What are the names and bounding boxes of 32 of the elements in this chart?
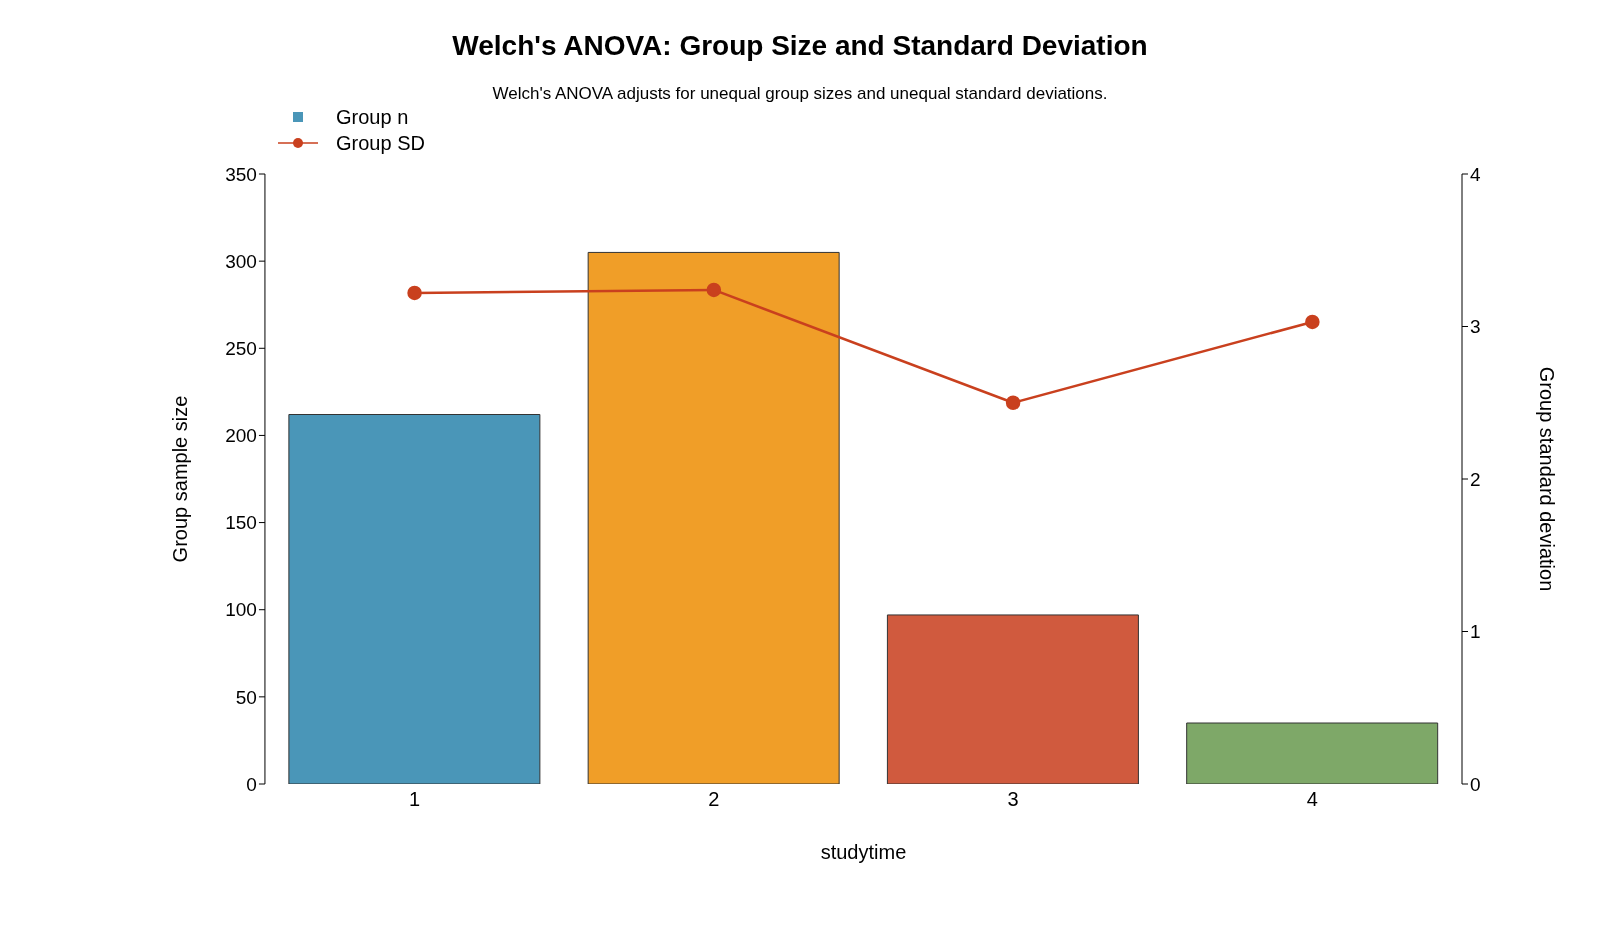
y-tick-label: 100: [225, 599, 257, 621]
y-tick-label: 250: [225, 338, 257, 360]
y2-tick-label: 2: [1470, 468, 1481, 490]
point: [407, 285, 422, 301]
point: [1305, 314, 1320, 330]
y-tick-label: 300: [225, 250, 257, 272]
x-axis-title: studytime: [820, 841, 907, 863]
y2-tick-label: 4: [1470, 163, 1481, 185]
legend-label: Group n: [336, 105, 409, 129]
bar: [288, 414, 541, 784]
bar: [587, 251, 840, 784]
y2-tick-label: 1: [1470, 621, 1481, 643]
chart-title: Welch's ANOVA: Group Size and Standard Deviation: [451, 30, 1149, 62]
y-axis-title: Group sample size: [169, 395, 192, 563]
bar: [886, 614, 1139, 784]
y-tick-label: 0: [246, 773, 257, 795]
legend-label: Group SD: [336, 131, 425, 155]
x-tick-label: 3: [1007, 788, 1019, 811]
y2-tick-label: 3: [1470, 316, 1481, 338]
y-tick-label: 200: [225, 425, 257, 447]
y2-tick-label: 0: [1470, 773, 1481, 795]
y2-axis-title: Group standard deviation: [1535, 366, 1558, 592]
bar: [1186, 722, 1439, 784]
chart-subtitle: Welch's ANOVA adjusts for unequal group sizes and unequal standard deviations.: [491, 84, 1109, 104]
point: [1005, 395, 1021, 410]
x-tick-label: 2: [708, 788, 720, 811]
x-tick-label: 1: [409, 788, 421, 811]
y-tick-label: 350: [225, 163, 257, 185]
point: [706, 282, 722, 298]
x-tick-label: 4: [1306, 788, 1318, 811]
y-tick-label: 150: [225, 512, 257, 534]
y-tick-label: 50: [235, 686, 257, 708]
